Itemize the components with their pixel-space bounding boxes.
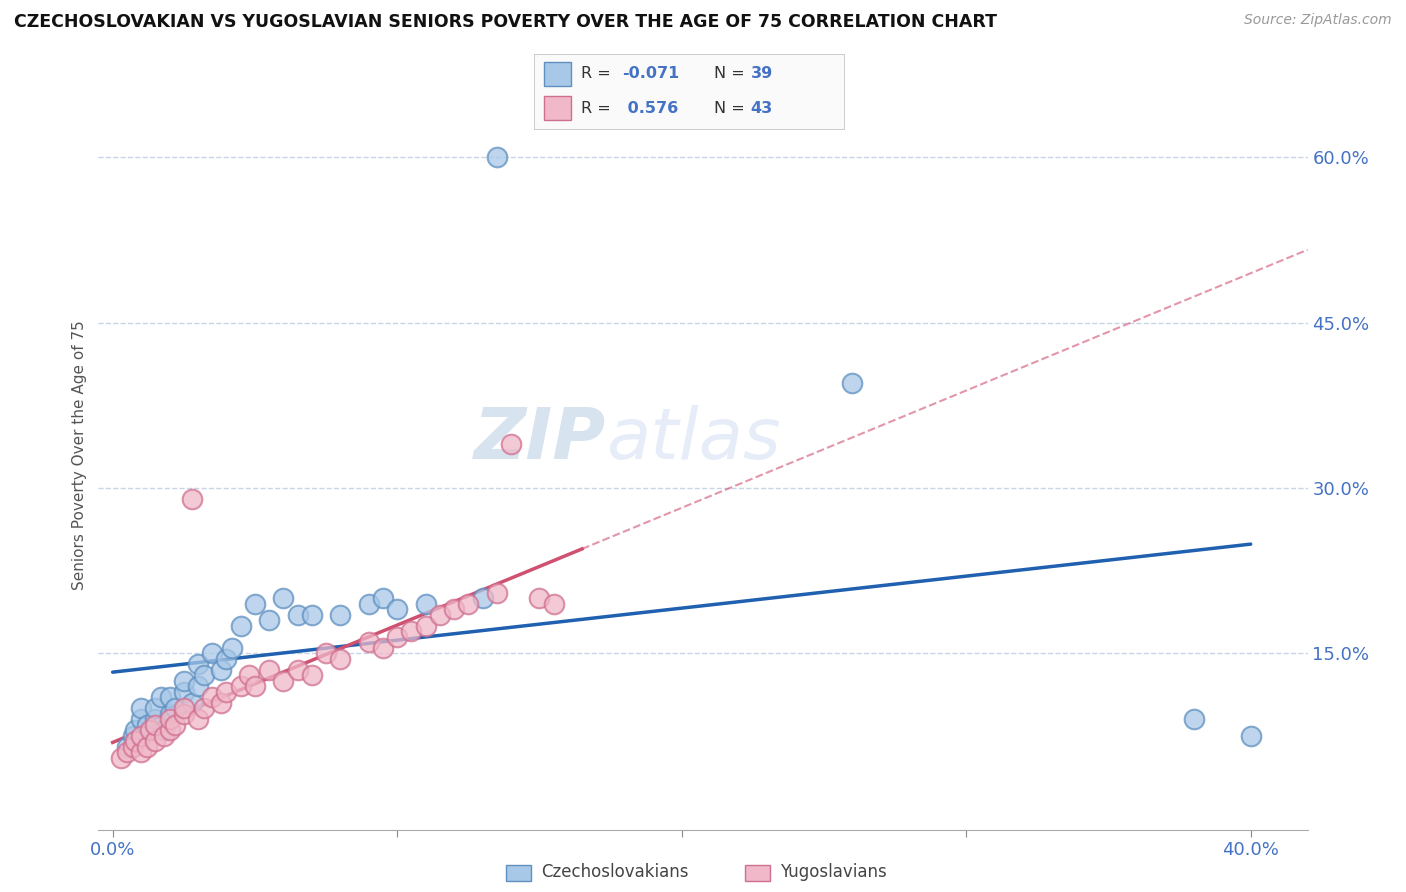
Point bbox=[301, 668, 323, 682]
Point bbox=[193, 701, 215, 715]
Point bbox=[124, 723, 146, 738]
Text: 39: 39 bbox=[751, 67, 773, 81]
Point bbox=[485, 585, 508, 599]
Point bbox=[457, 597, 479, 611]
Text: atlas: atlas bbox=[606, 406, 780, 475]
Point bbox=[371, 640, 394, 655]
Point bbox=[143, 712, 166, 726]
Point bbox=[153, 723, 176, 738]
Point bbox=[181, 696, 204, 710]
Point bbox=[315, 646, 337, 660]
Point bbox=[135, 739, 157, 754]
Text: Source: ZipAtlas.com: Source: ZipAtlas.com bbox=[1244, 13, 1392, 28]
Point bbox=[385, 602, 408, 616]
Point bbox=[221, 640, 243, 655]
Point bbox=[371, 591, 394, 606]
Point bbox=[301, 607, 323, 622]
Point bbox=[543, 597, 565, 611]
Point bbox=[229, 618, 252, 632]
Point bbox=[415, 597, 437, 611]
Point bbox=[187, 679, 209, 693]
Point bbox=[209, 696, 232, 710]
Text: CZECHOSLOVAKIAN VS YUGOSLAVIAN SENIORS POVERTY OVER THE AGE OF 75 CORRELATION CH: CZECHOSLOVAKIAN VS YUGOSLAVIAN SENIORS P… bbox=[14, 13, 997, 31]
Point bbox=[129, 701, 152, 715]
Point bbox=[187, 657, 209, 672]
Point bbox=[243, 679, 266, 693]
Point bbox=[215, 685, 238, 699]
Text: -0.071: -0.071 bbox=[623, 67, 679, 81]
Point bbox=[153, 729, 176, 743]
Point bbox=[165, 718, 187, 732]
Text: N =: N = bbox=[714, 67, 749, 81]
Point bbox=[173, 706, 195, 721]
Text: N =: N = bbox=[714, 101, 749, 116]
Point bbox=[443, 602, 465, 616]
Point bbox=[485, 150, 508, 164]
Point bbox=[143, 718, 166, 732]
Text: ZIP: ZIP bbox=[474, 406, 606, 475]
Point bbox=[329, 607, 352, 622]
Point bbox=[287, 607, 309, 622]
Point bbox=[110, 751, 132, 765]
Point bbox=[129, 729, 152, 743]
Point bbox=[115, 746, 138, 760]
Point bbox=[159, 723, 181, 738]
Point bbox=[129, 712, 152, 726]
Point bbox=[193, 668, 215, 682]
Point bbox=[215, 652, 238, 666]
Point bbox=[201, 646, 224, 660]
Text: R =: R = bbox=[581, 67, 616, 81]
Point bbox=[121, 729, 143, 743]
Point bbox=[181, 491, 204, 506]
Point bbox=[1240, 729, 1263, 743]
Point bbox=[257, 613, 280, 627]
Point bbox=[135, 718, 157, 732]
Point bbox=[165, 701, 187, 715]
Text: Yugoslavians: Yugoslavians bbox=[780, 863, 887, 881]
Point bbox=[273, 591, 295, 606]
Point bbox=[429, 607, 451, 622]
Text: 43: 43 bbox=[751, 101, 773, 116]
Point bbox=[201, 690, 224, 705]
Point bbox=[1182, 712, 1205, 726]
Point bbox=[150, 690, 173, 705]
Point bbox=[529, 591, 551, 606]
Point bbox=[124, 734, 146, 748]
Point bbox=[257, 663, 280, 677]
Point bbox=[238, 668, 260, 682]
Point bbox=[143, 734, 166, 748]
Text: Czechoslovakians: Czechoslovakians bbox=[541, 863, 689, 881]
Point bbox=[841, 376, 863, 391]
FancyBboxPatch shape bbox=[544, 96, 571, 120]
Point bbox=[209, 663, 232, 677]
Point bbox=[143, 701, 166, 715]
Point bbox=[159, 712, 181, 726]
Point bbox=[173, 701, 195, 715]
Point bbox=[385, 630, 408, 644]
Point bbox=[243, 597, 266, 611]
Point bbox=[273, 673, 295, 688]
Point bbox=[471, 591, 494, 606]
Point bbox=[401, 624, 423, 639]
Point bbox=[357, 597, 380, 611]
Point bbox=[173, 685, 195, 699]
Point bbox=[159, 706, 181, 721]
Point bbox=[499, 437, 522, 451]
Point bbox=[357, 635, 380, 649]
Text: 0.576: 0.576 bbox=[623, 101, 679, 116]
Point bbox=[329, 652, 352, 666]
Point bbox=[138, 723, 160, 738]
Point bbox=[415, 618, 437, 632]
Point bbox=[121, 739, 143, 754]
Point bbox=[129, 746, 152, 760]
Y-axis label: Seniors Poverty Over the Age of 75: Seniors Poverty Over the Age of 75 bbox=[72, 320, 87, 590]
Point bbox=[115, 739, 138, 754]
Point bbox=[287, 663, 309, 677]
Point bbox=[159, 690, 181, 705]
Point bbox=[173, 673, 195, 688]
Point bbox=[187, 712, 209, 726]
FancyBboxPatch shape bbox=[544, 62, 571, 87]
Text: R =: R = bbox=[581, 101, 616, 116]
Point bbox=[229, 679, 252, 693]
